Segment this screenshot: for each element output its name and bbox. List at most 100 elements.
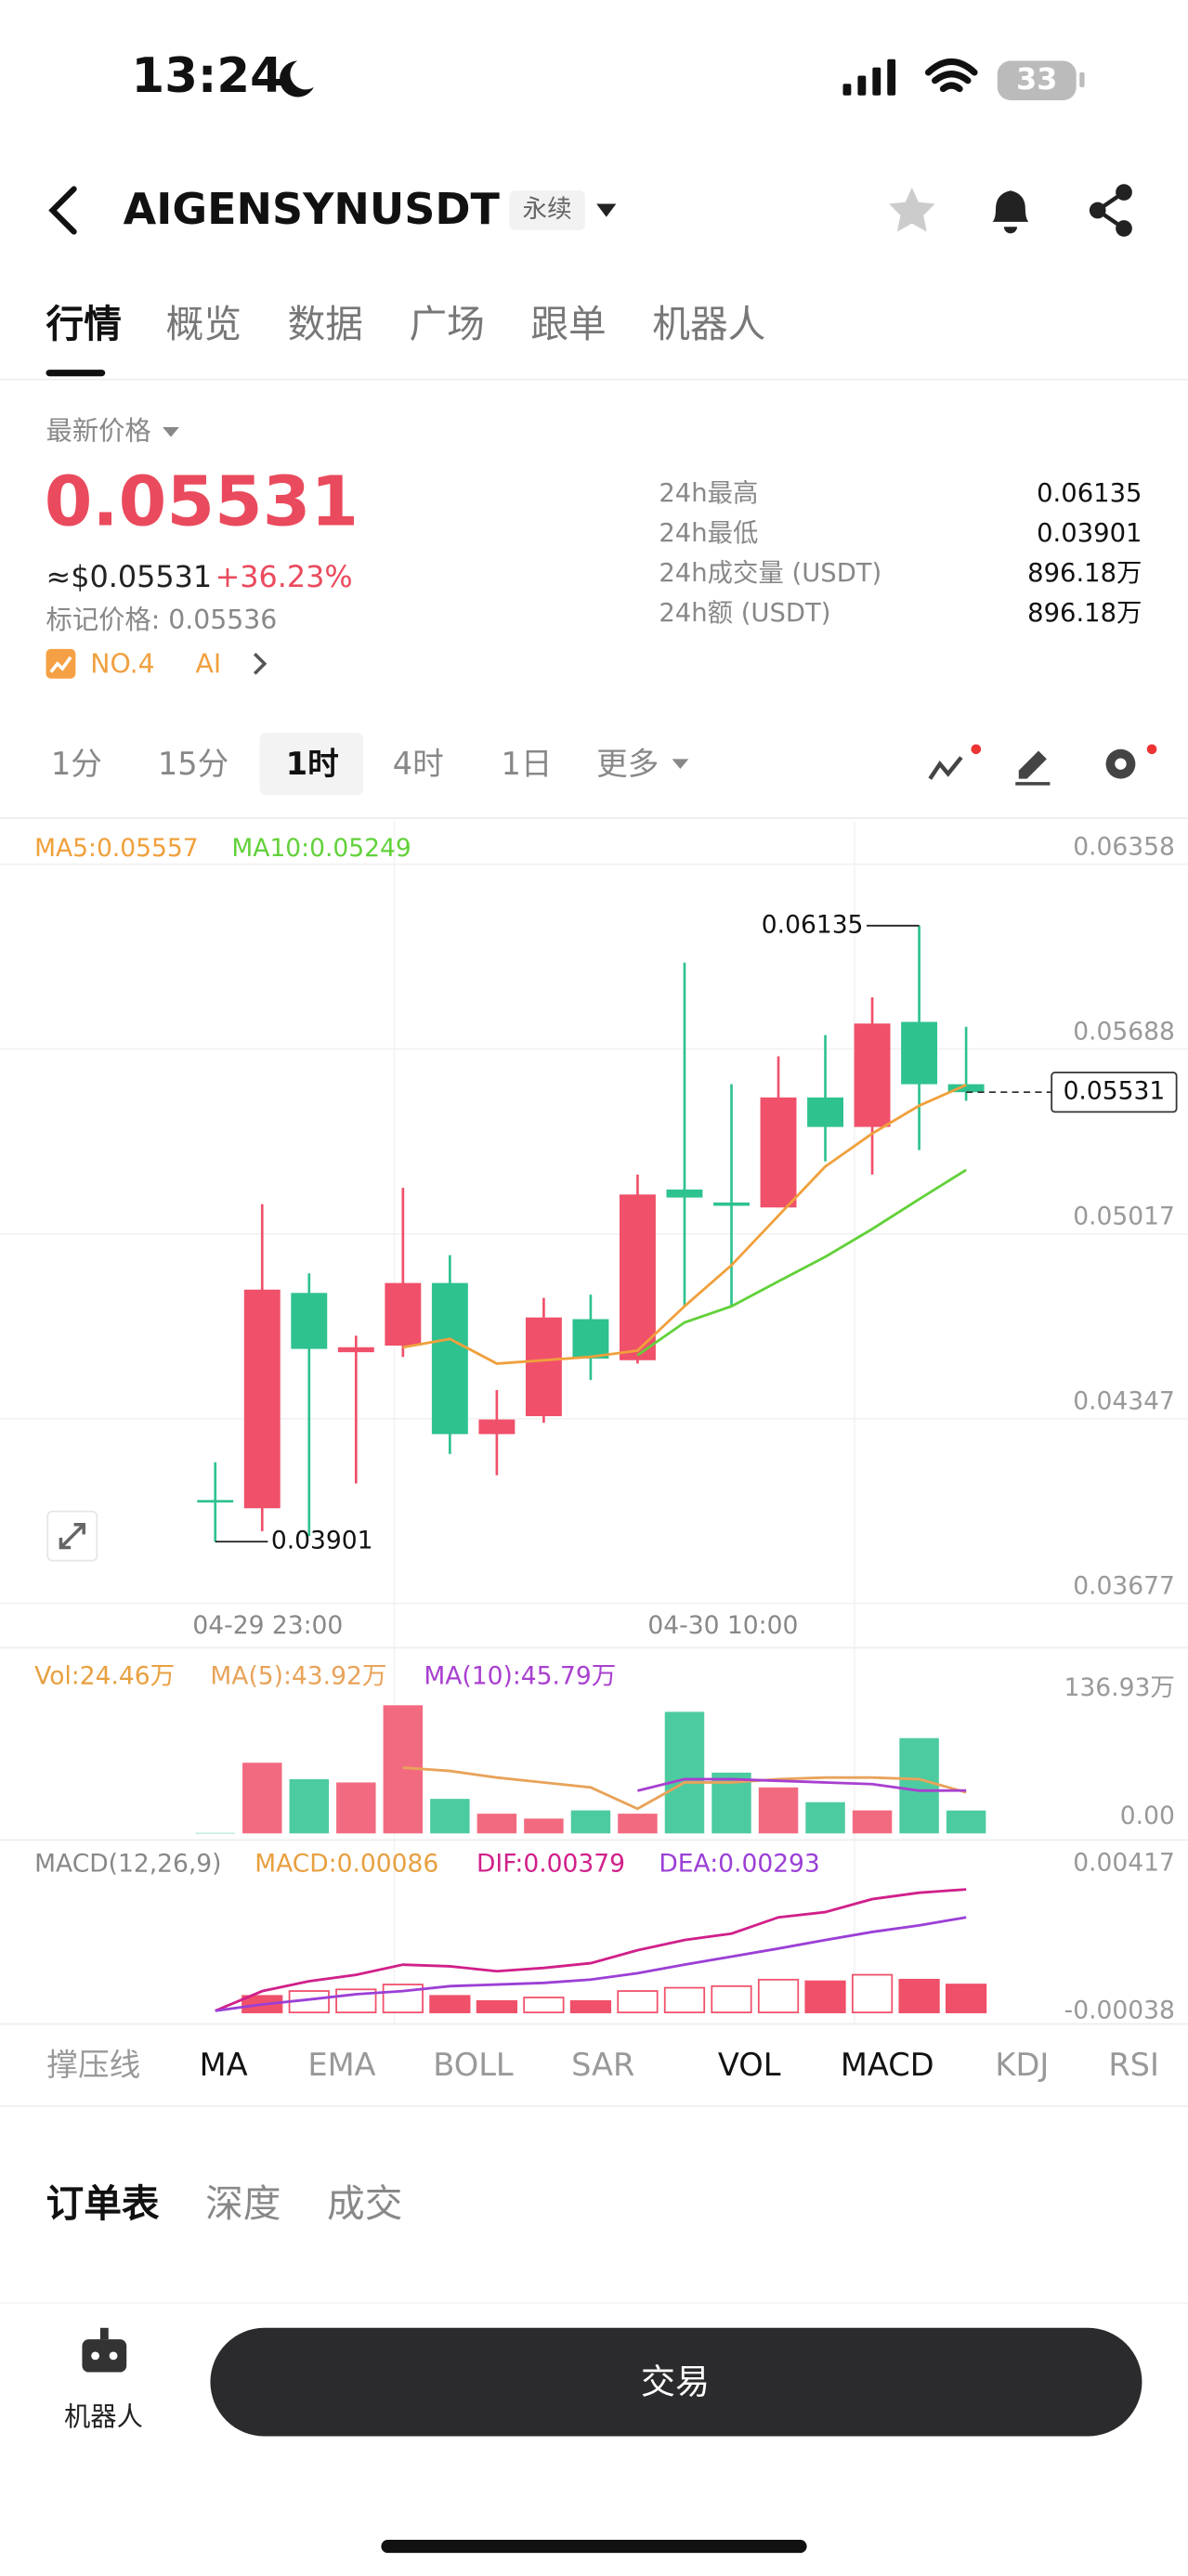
stat-value: 0.03901 — [1037, 519, 1142, 548]
legend-label: DIF:0.00379 — [477, 1849, 625, 1878]
settings-icon[interactable] — [1105, 744, 1157, 779]
share-icon[interactable] — [1089, 184, 1132, 237]
y-tick-label: 136.93万 — [1064, 1673, 1175, 1702]
indicator[interactable]: RSI — [1108, 2047, 1159, 2083]
contract-tag-bg — [509, 190, 585, 230]
indicator[interactable]: BOLL — [433, 2047, 514, 2083]
order-tab[interactable]: 订单表 — [46, 2181, 160, 2226]
symbol: AIGENSYNUSDT — [124, 184, 501, 234]
legend-label: MA(5):43.92万 — [210, 1662, 386, 1691]
indicator[interactable]: KDJ — [995, 2047, 1049, 2083]
wifi-icon — [924, 58, 978, 93]
stat-label: 24h成交量 (USDT) — [659, 559, 881, 588]
sector[interactable]: AI — [196, 649, 222, 680]
contract-tag: 永续 — [523, 195, 572, 224]
candle-body — [197, 1500, 234, 1503]
volume-bar — [664, 1711, 705, 1834]
stats: 24h最高 0.06135 24h最低 0.03901 24h成交量 (USDT) 896… — [659, 479, 1142, 628]
candle-body — [713, 1202, 750, 1206]
symbol-dropdown[interactable] — [596, 203, 617, 217]
indicator[interactable]: 撑压线 — [46, 2047, 140, 2083]
interval[interactable]: 1时 — [286, 746, 339, 782]
tab[interactable]: 概览 — [166, 302, 242, 346]
y-tick-label: 0.05017 — [1073, 1203, 1175, 1231]
indicator-icon[interactable] — [928, 744, 982, 780]
trade-button[interactable] — [210, 2327, 1142, 2437]
x-tick-label: 04-29 23:00 — [192, 1611, 343, 1640]
battery-tip — [1079, 72, 1085, 87]
legend-label: MACD:0.00086 — [255, 1849, 438, 1878]
ma-line — [215, 1916, 967, 2012]
tab[interactable]: 跟单 — [530, 302, 606, 346]
legend-label: MA10:0.05249 — [231, 834, 411, 863]
volume-bar — [430, 1799, 470, 1834]
favorite-icon[interactable] — [889, 187, 935, 232]
interval[interactable]: 1日 — [502, 746, 553, 782]
indicator[interactable]: VOL — [718, 2047, 781, 2083]
tab[interactable]: 行情 — [46, 302, 122, 346]
interval[interactable]: 1分 — [51, 746, 102, 782]
macd-bar — [476, 2000, 517, 2014]
moon-icon — [280, 60, 314, 98]
high-label: 0.06135 — [762, 910, 864, 939]
volume-bar — [336, 1782, 376, 1834]
volume-bar — [946, 1810, 986, 1834]
robot-icon[interactable] — [82, 2327, 127, 2373]
ma-line — [636, 1168, 967, 1357]
price-label: 最新价格 — [46, 415, 151, 446]
usd-price: ≈$0.05531 — [46, 559, 213, 594]
candle-body — [291, 1293, 328, 1349]
macd-bar — [617, 1990, 659, 2014]
price-dropdown[interactable] — [163, 427, 179, 437]
tab[interactable]: 广场 — [409, 302, 484, 346]
back-button[interactable] — [48, 186, 77, 235]
macd-bar — [429, 1995, 471, 2014]
battery-level: 33 — [1016, 61, 1057, 97]
y-tick-label: 0.00 — [1120, 1802, 1175, 1830]
y-tick-label: 0.06358 — [1073, 832, 1175, 861]
tab[interactable]: 机器人 — [652, 302, 765, 346]
macd-bar — [663, 1986, 706, 2014]
sector-chevron[interactable] — [253, 652, 268, 675]
legend-label: MA(10):45.79万 — [424, 1662, 616, 1691]
macd-bar — [711, 1984, 752, 2014]
candle-body — [243, 1289, 281, 1509]
indicator[interactable]: EMA — [307, 2047, 375, 2083]
indicator[interactable]: MACD — [841, 2047, 934, 2083]
candle-body — [666, 1189, 703, 1198]
last-price: 0.05531 — [45, 461, 359, 541]
legend-label: MA5:0.05557 — [34, 834, 198, 863]
volume-bar — [805, 1802, 845, 1834]
draw-icon[interactable] — [1015, 750, 1051, 786]
interval-bar: 1分 15分 1时 4时 1日 更多 — [51, 746, 659, 782]
mark-price: 标记价格: 0.05536 — [46, 605, 278, 635]
last-price-box — [1051, 1072, 1178, 1113]
candle-body — [525, 1317, 562, 1417]
candle-body — [760, 1097, 797, 1208]
alert-icon[interactable] — [992, 190, 1029, 234]
low-label: 0.03901 — [271, 1527, 373, 1555]
macd-bar — [757, 1978, 800, 2014]
x-tick-label: 04-30 10:00 — [647, 1611, 798, 1640]
order-tab[interactable]: 成交 — [327, 2181, 402, 2226]
candle-body — [947, 1084, 985, 1093]
interval[interactable]: 更多 — [596, 746, 659, 782]
rank[interactable]: NO.4 — [90, 649, 154, 680]
indicator[interactable]: MA — [200, 2047, 248, 2083]
robot-label[interactable]: 机器人 — [64, 2401, 143, 2432]
interval[interactable]: 15分 — [158, 746, 228, 782]
candle-body — [385, 1282, 422, 1347]
interval[interactable]: 4时 — [393, 746, 444, 782]
stat-label: 24h最低 — [659, 519, 758, 548]
ma-line — [215, 1888, 967, 2012]
more-dropdown[interactable] — [672, 759, 689, 769]
tab-bar: 行情 概览 数据 广场 跟单 机器人 — [46, 302, 766, 346]
interval-active-bg — [259, 733, 363, 796]
indicator[interactable]: SAR — [571, 2047, 634, 2083]
change: +36.23% — [215, 559, 353, 594]
macd-bar — [804, 1980, 846, 2014]
volume-bar — [618, 1814, 658, 1834]
order-tab[interactable]: 深度 — [205, 2181, 281, 2226]
tab[interactable]: 数据 — [288, 302, 363, 346]
